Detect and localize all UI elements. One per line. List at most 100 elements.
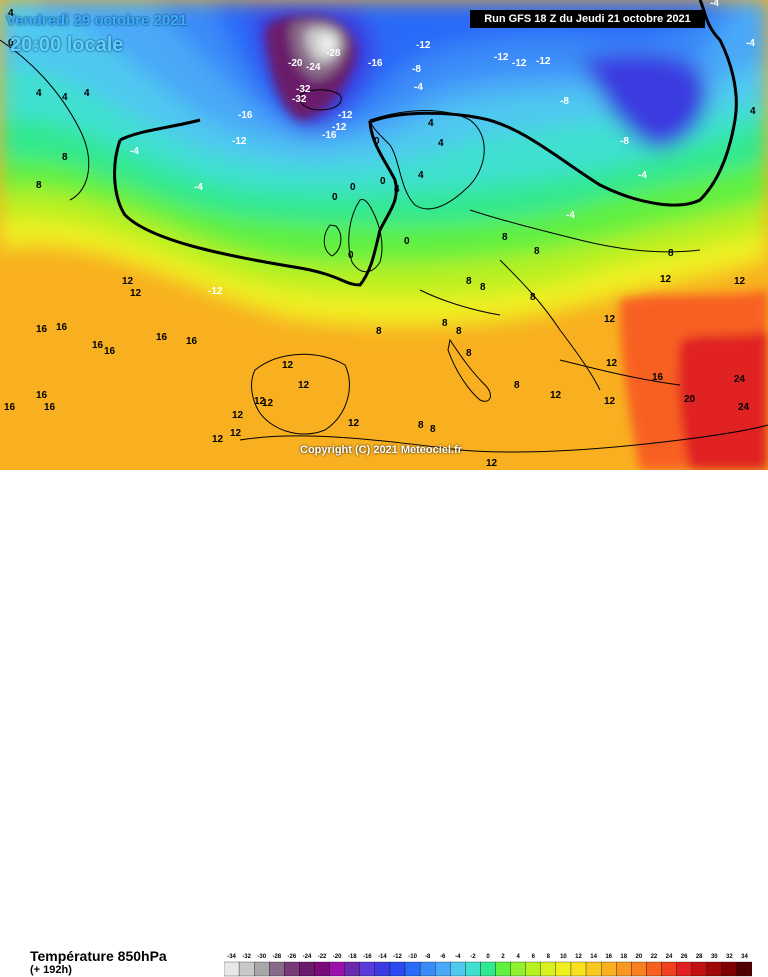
legend-swatch bbox=[238, 961, 255, 977]
isotherm-label: 12 bbox=[660, 274, 672, 285]
legend-tick-label: -16 bbox=[363, 954, 372, 960]
legend-swatch bbox=[661, 961, 677, 977]
legend-swatch bbox=[254, 961, 270, 977]
isotherm-label: 8 bbox=[534, 246, 540, 257]
temperature-legend: -34 -32 -30 -28 -26 -24 -22 -20 -18 -16 -14 -12 -10-… bbox=[224, 954, 752, 977]
isotherm-label: -8 bbox=[620, 136, 629, 147]
legend-tick-label: -20 bbox=[333, 954, 342, 960]
isotherm-label: 16 bbox=[156, 332, 168, 343]
legend-swatch bbox=[389, 961, 406, 977]
forecast-local-time: 20:00 locale bbox=[10, 34, 124, 56]
legend-swatch bbox=[419, 961, 436, 977]
legend-swatch bbox=[495, 961, 511, 977]
legend-swatch bbox=[480, 961, 496, 977]
isotherm-label: 4 bbox=[36, 88, 42, 99]
isotherm-label: -32 bbox=[292, 94, 307, 105]
isotherm-label: -16 bbox=[238, 110, 253, 121]
isotherm-label: 16 bbox=[92, 340, 104, 351]
legend-tick-label: 10 bbox=[560, 954, 567, 960]
isotherm-label: 16 bbox=[652, 372, 664, 383]
legend-tick-label: -34 bbox=[227, 954, 236, 960]
legend-swatch bbox=[721, 961, 738, 977]
legend-swatch bbox=[691, 961, 707, 977]
legend-tick-label: 4 bbox=[516, 954, 520, 960]
isotherm-label: -12 bbox=[232, 136, 247, 147]
legend-tick-label: 24 bbox=[666, 954, 673, 960]
legend-swatch bbox=[299, 961, 315, 977]
isotherm-label: -4 bbox=[710, 0, 719, 9]
isotherm-label: 8 bbox=[418, 420, 424, 431]
isotherm-label: -12 bbox=[494, 52, 509, 63]
isotherm-label: -32 bbox=[296, 84, 311, 95]
isotherm-label: 12 bbox=[486, 458, 498, 469]
legend-swatch bbox=[224, 961, 240, 977]
isotherm-label: 8 bbox=[514, 380, 520, 391]
isotherm-label: -20 bbox=[288, 58, 303, 69]
legend-tick-label: 26 bbox=[681, 954, 688, 960]
isotherm-label: 0 bbox=[350, 182, 356, 193]
isotherm-label: 8 bbox=[668, 248, 674, 259]
legend-tick-label: -6 bbox=[440, 954, 446, 960]
legend-tick-label: -2 bbox=[470, 954, 476, 960]
isotherm-label: 12 bbox=[606, 358, 618, 369]
isotherm-label: 16 bbox=[56, 322, 68, 333]
legend-tick-label: -12 bbox=[393, 954, 402, 960]
legend-tick-label: -18 bbox=[348, 954, 357, 960]
legend-swatch bbox=[269, 961, 285, 977]
legend-swatch bbox=[450, 961, 466, 977]
isotherm-label: 12 bbox=[298, 380, 310, 391]
isotherm-label: 16 bbox=[44, 402, 56, 413]
legend-tick-label: -4 bbox=[455, 954, 461, 960]
legend-swatch bbox=[676, 961, 692, 977]
isotherm-label: 12 bbox=[212, 434, 224, 445]
legend-tick-label: -14 bbox=[378, 954, 387, 960]
isotherm-label: -4 bbox=[746, 38, 755, 49]
isotherm-label: 4 bbox=[750, 106, 756, 117]
legend-swatch bbox=[616, 961, 632, 977]
isotherm-label: 12 bbox=[230, 428, 242, 439]
legend-tick-label: -10 bbox=[408, 954, 417, 960]
isotherm-label: 12 bbox=[130, 288, 142, 299]
isotherm-label: -12 bbox=[536, 56, 551, 67]
isotherm-label: -24 bbox=[306, 62, 321, 73]
isotherm-label: 8 bbox=[456, 326, 462, 337]
isotherm-label: 12 bbox=[604, 396, 616, 407]
legend-tick-label: 2 bbox=[501, 954, 505, 960]
isotherm-label: 8 bbox=[502, 232, 508, 243]
parameter-title: Température 850hPa bbox=[30, 948, 167, 964]
legend-tick-label: 12 bbox=[575, 954, 582, 960]
legend-tick-label: 18 bbox=[620, 954, 627, 960]
isotherm-label: 16 bbox=[4, 402, 16, 413]
isotherm-label: 16 bbox=[36, 324, 48, 335]
isotherm-label: 4 bbox=[8, 8, 14, 19]
isotherm-label: 12 bbox=[348, 418, 360, 429]
copyright-notice: Copyright (C) 2021 Meteociel.fr bbox=[300, 444, 462, 456]
legend-swatch bbox=[510, 961, 526, 977]
forecast-date: Vendredi 29 octobre 2021 bbox=[6, 12, 187, 29]
legend-swatch bbox=[525, 961, 541, 977]
legend-swatch bbox=[706, 961, 722, 977]
legend-tick-label: 28 bbox=[696, 954, 703, 960]
legend-swatch bbox=[284, 961, 300, 977]
isotherm-label: 4 bbox=[418, 170, 424, 181]
isotherm-value-labels: 40-20 -24-28-32-32-16-12-8-4-12-12 -12-8-4… bbox=[4, 0, 756, 469]
isotherm-label: 8 bbox=[430, 424, 436, 435]
legend-tick-label: 6 bbox=[532, 954, 536, 960]
model-run-info: Run GFS 18 Z du Jeudi 21 octobre 2021 bbox=[470, 10, 705, 28]
isotherm-label: 4 bbox=[394, 184, 400, 195]
legend-swatch bbox=[736, 961, 752, 977]
isotherm-label: -4 bbox=[130, 146, 139, 157]
isotherm-label: 24 bbox=[738, 402, 750, 413]
isotherm-label: -12 bbox=[416, 40, 431, 51]
isotherm-label: 8 bbox=[466, 276, 472, 287]
legend-swatch bbox=[646, 961, 662, 977]
isotherm-label: -12 bbox=[208, 286, 223, 297]
legend-tick-label: 8 bbox=[547, 954, 551, 960]
isotherm-label: 0 bbox=[332, 192, 338, 203]
legend-tick-label: -28 bbox=[272, 954, 281, 960]
legend-swatch bbox=[435, 961, 451, 977]
legend-tick-label: 20 bbox=[636, 954, 643, 960]
isotherm-label: 12 bbox=[734, 276, 746, 287]
legend-tick-label: 0 bbox=[486, 954, 490, 960]
